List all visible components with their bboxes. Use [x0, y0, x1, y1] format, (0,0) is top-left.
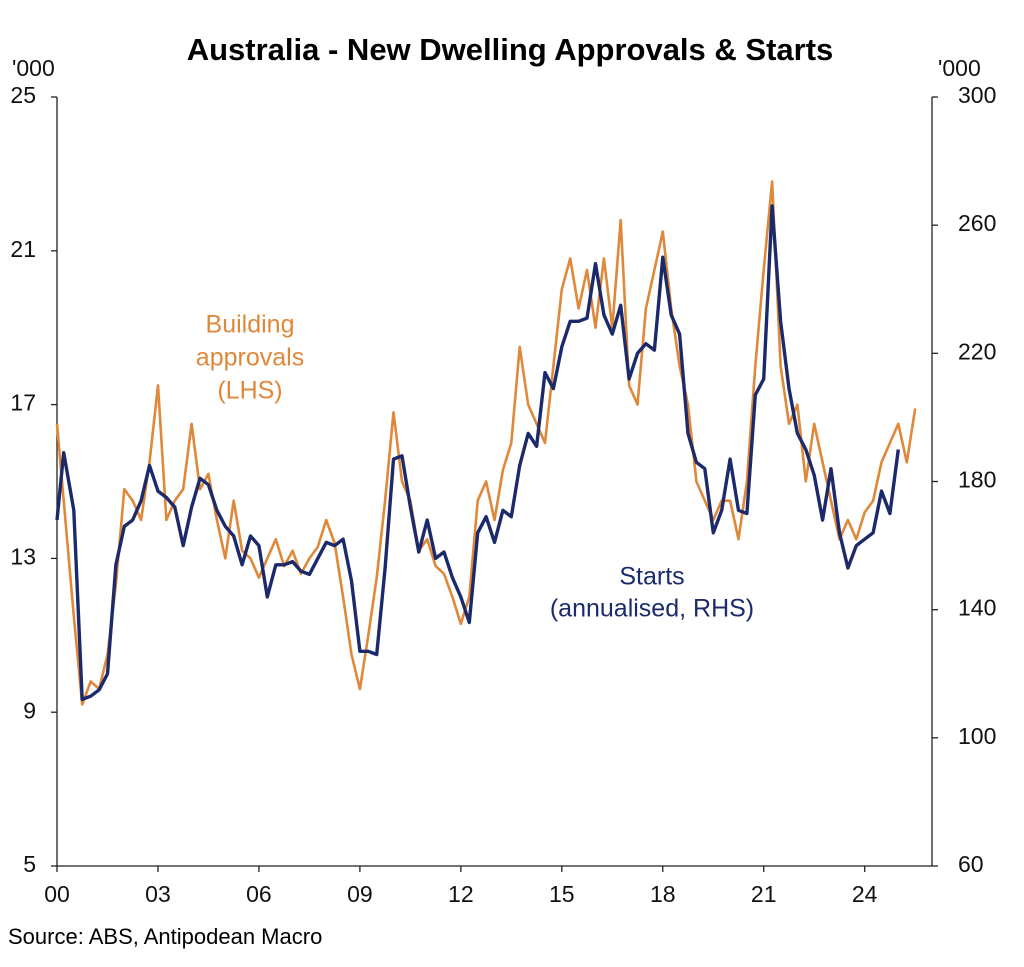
annotation: (LHS)	[217, 377, 282, 405]
x-tick-label: 15	[549, 881, 575, 907]
annotation: (annualised, RHS)	[550, 595, 754, 623]
y-tick-label: 17	[10, 390, 36, 416]
y2-tick-label: 60	[958, 851, 984, 877]
y-unit: '000	[12, 55, 55, 81]
x-tick-label: 03	[145, 881, 171, 907]
x-tick-label: 21	[751, 881, 777, 907]
x-tick-label: 24	[852, 881, 878, 907]
x-tick-label: 12	[448, 881, 474, 907]
annotation: Starts	[619, 563, 684, 591]
y2-tick-label: 140	[958, 595, 996, 621]
y2-tick-label: 220	[958, 338, 996, 364]
series-line	[55, 180, 917, 706]
chart-title: Australia - New Dwelling Approvals & Sta…	[187, 32, 834, 67]
source: Source: ABS, Antipodean Macro	[8, 924, 322, 949]
x-tick-label: 09	[347, 881, 373, 907]
y-tick-label: 5	[23, 851, 36, 877]
series-line	[55, 204, 900, 702]
annotation: Building	[206, 311, 295, 339]
y-tick-label: 25	[10, 82, 36, 108]
y-tick-label: 9	[23, 697, 36, 723]
y-tick-label: 13	[10, 543, 36, 569]
y-tick-label: 21	[10, 236, 36, 262]
x-tick-label: 00	[44, 881, 70, 907]
y2-tick-label: 260	[958, 210, 996, 236]
annotation: approvals	[196, 344, 304, 372]
y2-tick-label: 180	[958, 467, 996, 493]
y2-tick-label: 300	[958, 82, 996, 108]
y2-tick-label: 100	[958, 723, 996, 749]
y2-unit: '000	[938, 55, 981, 81]
x-tick-label: 06	[246, 881, 272, 907]
x-tick-label: 18	[650, 881, 676, 907]
